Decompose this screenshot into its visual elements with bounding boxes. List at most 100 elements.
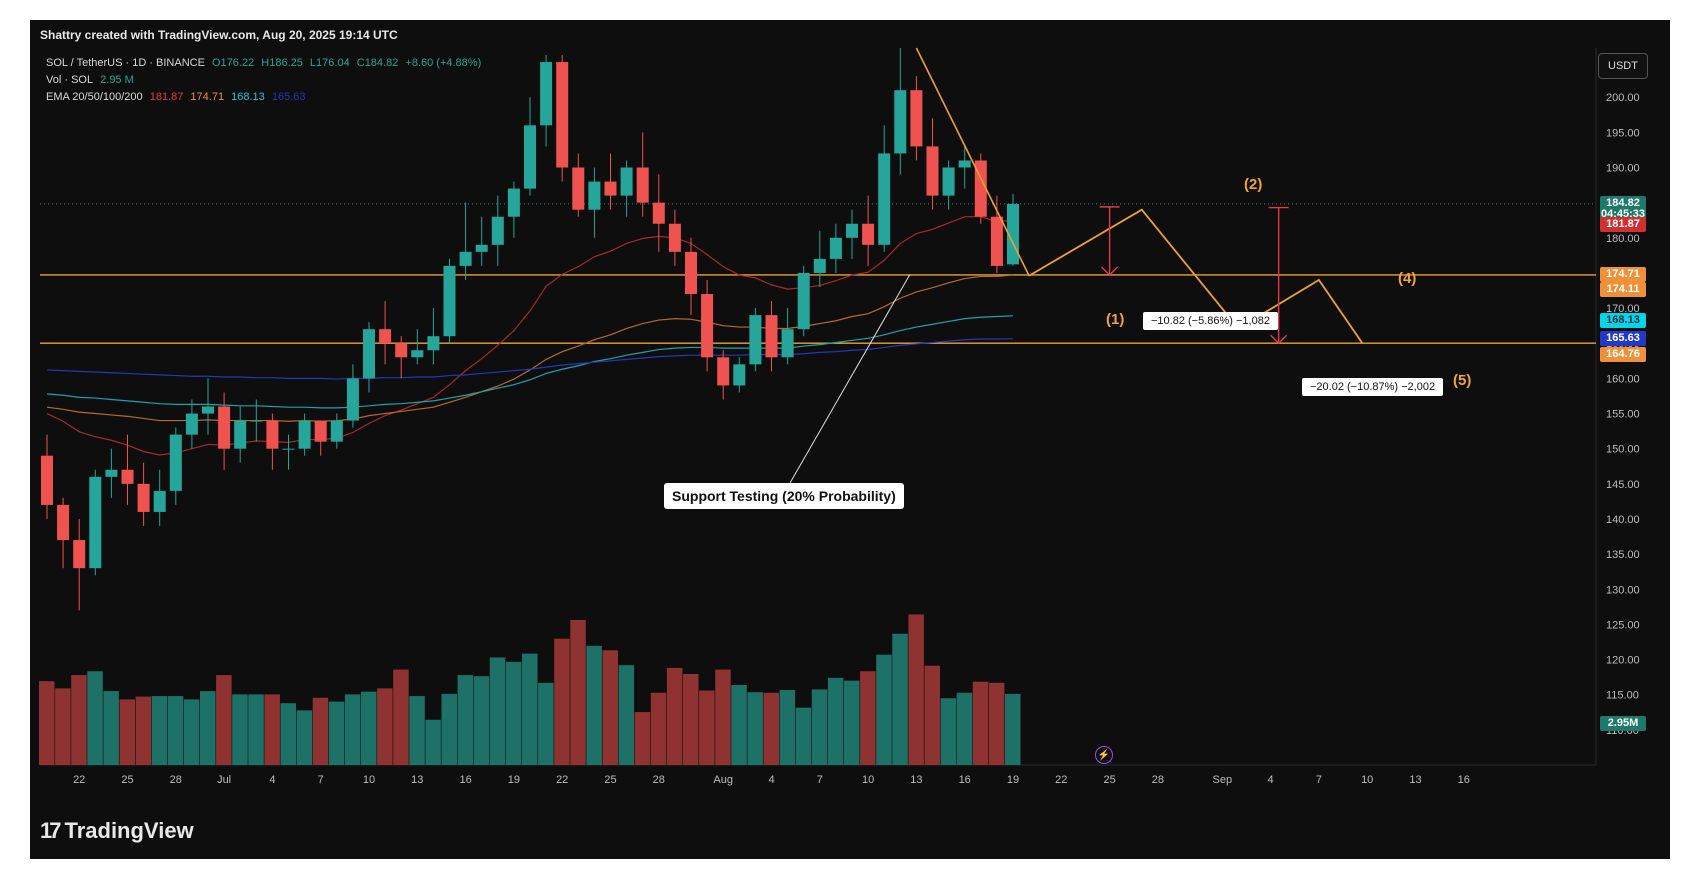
candle-body	[620, 167, 633, 196]
legend-ema100: 168.13	[231, 91, 265, 103]
candle-body	[234, 420, 247, 449]
candle-body	[314, 420, 327, 442]
volume-bar	[183, 699, 200, 765]
candle-body	[507, 188, 520, 217]
candle-body	[668, 223, 681, 252]
volume-bar	[747, 692, 763, 765]
volume-bar	[377, 688, 393, 765]
volume-bar	[650, 692, 667, 765]
x-tick-label: Sep	[1213, 774, 1233, 786]
volume-bar	[731, 685, 747, 765]
candle-body	[878, 153, 891, 245]
candle-body	[459, 251, 472, 266]
volume-bar	[441, 693, 457, 765]
y-tick-label: 160.00	[1606, 373, 1640, 385]
y-tick-label: 130.00	[1606, 584, 1640, 596]
legend-ema-line[interactable]: EMA 20/50/100/200 181.87 174.71 168.13 1…	[46, 91, 310, 103]
volume-bar	[264, 694, 280, 765]
wave-label-2: (2)	[1244, 176, 1263, 193]
tradingview-logo-text: TradingView	[64, 818, 194, 843]
y-tick-label: 125.00	[1606, 619, 1640, 631]
volume-bar	[811, 689, 828, 765]
x-tick-label: 7	[1316, 774, 1322, 786]
y-tick-label: 140.00	[1606, 514, 1640, 526]
volume-bar	[924, 665, 940, 765]
support-testing-callout: Support Testing (20% Probability)	[664, 483, 904, 509]
price-tag: 165.63	[1600, 330, 1646, 346]
candle-body	[926, 146, 939, 196]
candle-body	[604, 181, 617, 196]
legend-volume-line[interactable]: Vol · SOL 2.95 M	[46, 74, 138, 86]
candle-body	[475, 244, 488, 252]
candle-body	[169, 434, 182, 491]
volume-bar	[618, 665, 635, 765]
chart-header-title: Shattry created with TradingView.com, Au…	[40, 28, 398, 42]
wave-label-1: (1)	[1106, 311, 1125, 328]
candle-body	[717, 357, 730, 386]
volume-bar	[570, 619, 586, 765]
measure-arrow-1-head	[1101, 266, 1119, 277]
volume-bar	[55, 688, 71, 765]
volume-bar	[71, 675, 87, 765]
volume-bar	[103, 691, 119, 765]
x-tick-label: 22	[1055, 774, 1067, 786]
volume-bar	[135, 696, 152, 765]
x-tick-label: 16	[459, 774, 471, 786]
candle-body	[266, 420, 279, 449]
x-tick-label: 10	[1361, 774, 1373, 786]
candle-body	[524, 125, 536, 189]
volume-bar	[908, 614, 924, 765]
candle-body	[218, 406, 231, 449]
legend-change: +8.60 (+4.88%)	[405, 57, 482, 69]
volume-bar	[715, 669, 731, 765]
currency-button[interactable]: USDT	[1598, 53, 1648, 79]
y-tick-label: 120.00	[1606, 655, 1640, 667]
trendline	[915, 47, 1030, 277]
x-tick-label: 10	[363, 774, 375, 786]
candle-body	[443, 265, 456, 337]
candle-body	[894, 90, 907, 154]
candle-body	[685, 251, 697, 295]
legend-symbol: SOL / TetherUS · 1D · BINANCE	[46, 57, 205, 69]
candle-body	[121, 469, 134, 484]
x-tick-label: 19	[508, 774, 520, 786]
volume-bar	[87, 671, 103, 765]
legend-symbol-line[interactable]: SOL / TetherUS · 1D · BINANCE O176.22 H1…	[46, 57, 485, 69]
x-tick-label: 25	[121, 774, 133, 786]
x-tick-label: Aug	[713, 774, 733, 786]
x-tick-label: 28	[1152, 774, 1164, 786]
volume-bar	[988, 682, 1005, 765]
price-tag: 174.71	[1600, 266, 1646, 282]
volume-bar	[280, 703, 296, 765]
volume-bar	[683, 673, 699, 765]
candle-body	[105, 469, 118, 477]
candle-body	[588, 181, 601, 210]
y-tick-label: 190.00	[1606, 163, 1640, 175]
tradingview-logo-icon: 17	[40, 818, 62, 843]
volume-bar	[216, 675, 232, 765]
x-tick-label: 22	[556, 774, 568, 786]
candle-body	[427, 336, 440, 351]
x-tick-label: 19	[1007, 774, 1019, 786]
legend-open: O176.22	[212, 57, 255, 69]
candle-body	[57, 504, 70, 541]
legend-ema-label: EMA 20/50/100/200	[46, 91, 143, 103]
tradingview-logo[interactable]: 17 TradingView	[40, 818, 194, 844]
candle-body	[185, 413, 198, 435]
candle-body	[540, 62, 553, 126]
measure-callout-2: −20.02 (−10.87%) −2,002	[1302, 378, 1444, 396]
wave-label-5: (5)	[1453, 372, 1472, 389]
price-tag: 181.87	[1600, 216, 1646, 232]
candle-body	[974, 160, 987, 217]
candle-body	[298, 420, 311, 449]
candle-body	[846, 223, 858, 238]
candle-body	[153, 490, 166, 512]
candle-body	[330, 420, 343, 442]
candle-body	[862, 223, 875, 245]
candle-body	[346, 378, 359, 421]
volume-bar	[505, 661, 522, 765]
lightning-icon[interactable]: ⚡	[1095, 746, 1113, 764]
volume-bar	[167, 696, 184, 765]
volume-bar	[860, 671, 876, 765]
